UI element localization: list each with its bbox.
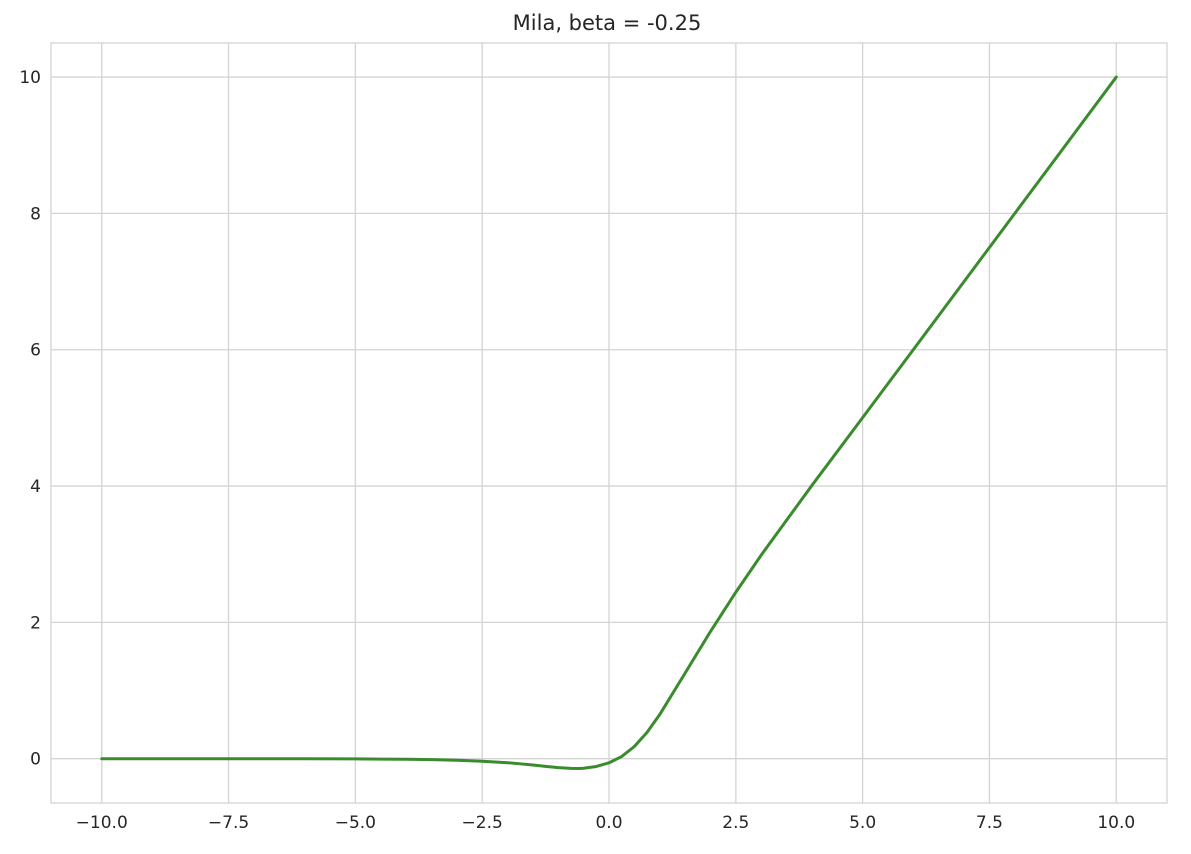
grid-lines — [51, 43, 1167, 803]
x-tick-label: −7.5 — [208, 813, 249, 833]
x-tick-label: 2.5 — [722, 813, 749, 833]
series-line — [100, 75, 1118, 770]
x-tick-label: 7.5 — [976, 813, 1003, 833]
y-tick-label: 2 — [30, 613, 41, 633]
x-tick-label: 10.0 — [1097, 813, 1135, 833]
chart-title: Mila, beta = -0.25 — [513, 11, 702, 35]
plot-area-frame — [50, 42, 1168, 804]
y-tick-label: 8 — [30, 204, 41, 224]
y-tick-label: 0 — [30, 750, 41, 770]
x-axis-tick-labels: −10.0 −7.5 −5.0 −2.5 0.0 2.5 5.0 7.5 10.0 — [76, 813, 1136, 833]
x-tick-label: 5.0 — [849, 813, 876, 833]
x-tick-label: −10.0 — [76, 813, 128, 833]
series-layer — [100, 75, 1118, 770]
y-tick-label: 10 — [19, 68, 41, 88]
y-axis-tick-labels: 0 2 4 6 8 10 — [19, 68, 41, 770]
y-tick-label: 6 — [30, 341, 41, 361]
x-tick-label: −2.5 — [462, 813, 503, 833]
x-tick-label: 0.0 — [595, 813, 622, 833]
y-tick-label: 4 — [30, 477, 41, 497]
x-tick-label: −5.0 — [335, 813, 376, 833]
